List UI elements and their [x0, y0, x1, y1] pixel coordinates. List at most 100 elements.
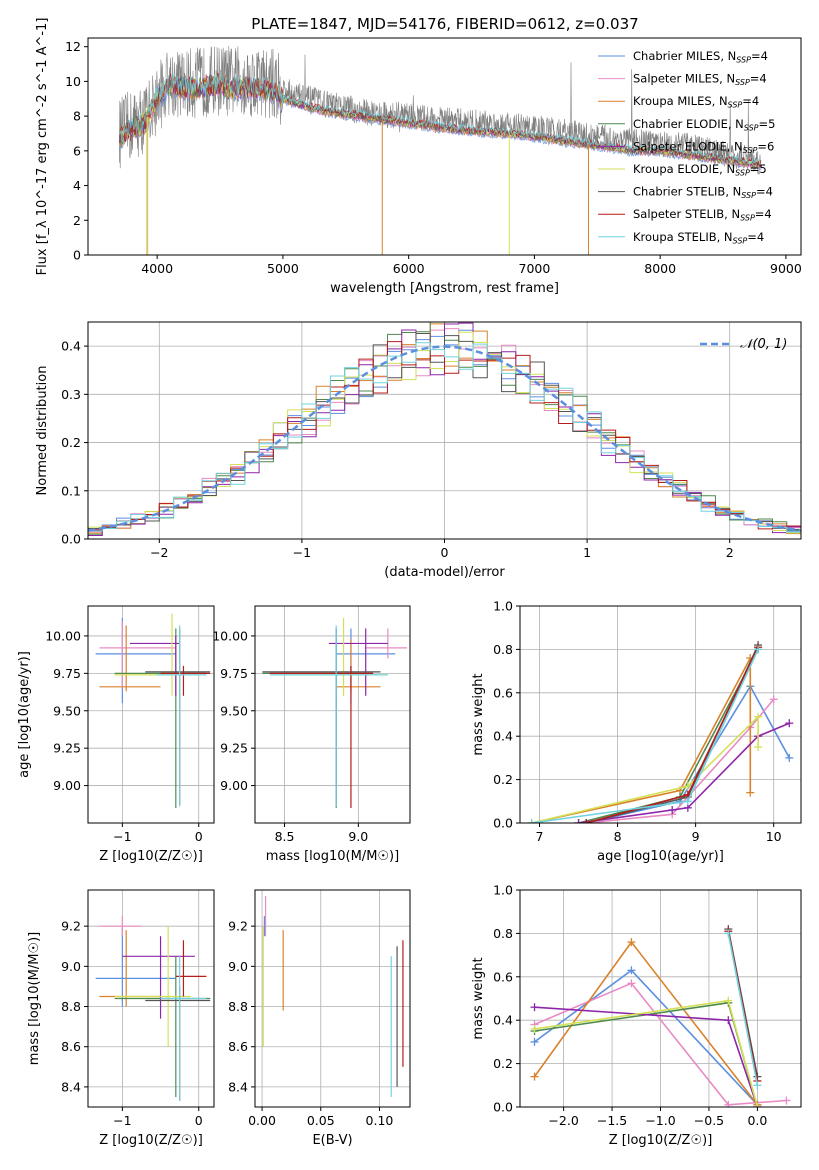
axes-frame: [254, 605, 411, 824]
plot-area: [95, 916, 211, 1101]
mass-weight-marker: [724, 1100, 733, 1107]
x-axis-label: wavelength [Angstrom, rest frame]: [330, 281, 559, 296]
legend-label: Chabrier STELIB, NSSP=4: [633, 185, 773, 201]
x-tick-label: 0: [195, 829, 203, 844]
y-tick-label: 10.00: [45, 628, 81, 643]
x-tick-label: −2.0: [548, 1113, 578, 1128]
x-tick-label: 8000: [644, 261, 676, 276]
y-tick-label: 0.0: [493, 816, 513, 831]
mass-weight-marker: [668, 805, 677, 814]
y-tick-label: 0.2: [493, 772, 513, 787]
mass-weight-marker: [530, 1024, 539, 1033]
x-tick-label: 2: [726, 545, 734, 560]
x-tick-label: 8.5: [275, 829, 295, 844]
y-tick-label: 8: [73, 109, 81, 124]
y-tick-label: 0.3: [61, 387, 81, 402]
x-tick-label: −0.5: [694, 1113, 724, 1128]
grid: [88, 606, 214, 823]
legend-label: Kroupa MILES, NSSP=4: [633, 94, 759, 110]
panel-mass-vs-Z: −1 0 8.4 8.6 8.8 9.0 9.2 Z [log10(Z/Z☉)] mass [l…: [27, 889, 215, 1148]
normal-curve: [88, 345, 801, 532]
axes-frame: [254, 889, 411, 1108]
mass-weight-marker: [627, 979, 636, 988]
x-axis-label: age [log10(age/yr)]: [597, 849, 724, 864]
y-tick-label: 10: [65, 74, 81, 89]
mass-weight-line-7: [586, 646, 759, 823]
y-tick-label: 0: [73, 248, 81, 263]
legend-label: Chabrier ELODIE, NSSP=5: [633, 117, 775, 133]
legend-label: Salpeter MILES, NSSP=4: [633, 72, 767, 88]
plot-area: [530, 925, 791, 1107]
x-axis-label: mass [log10(M/M☉)]: [266, 849, 399, 864]
y-tick-label: 8.8: [228, 999, 248, 1014]
mass-weight-marker: [769, 695, 778, 704]
mass-weight-line-8: [727, 933, 759, 1086]
y-tick-label: 0.2: [493, 1056, 513, 1071]
mass-weight-marker: [754, 645, 763, 654]
plot-area: [527, 641, 794, 823]
mass-weight-marker: [782, 1096, 791, 1105]
mass-weight-marker: [627, 966, 636, 975]
panel-mass-vs-EBV: 0.00 0.05 0.10 8.4 8.6 8.8 9.0 9.2 E(B-V): [228, 889, 411, 1148]
figure-title: PLATE=1847, MJD=54176, FIBERID=0612, z=0…: [251, 15, 638, 33]
mass-weight-marker: [527, 819, 536, 823]
mass-weight-marker: [574, 819, 583, 823]
model-spectrum-8: [119, 73, 762, 166]
x-tick-label: 10: [766, 829, 782, 844]
plot-area: [119, 45, 762, 255]
y-axis-label: age [log10(age/yr)]: [17, 651, 32, 778]
y-tick-label: 0.1: [61, 483, 81, 498]
mass-weight-marker: [724, 996, 733, 1005]
x-tick-label: −1: [113, 829, 131, 844]
plot-area: [262, 896, 404, 1097]
histogram-8: [88, 342, 801, 533]
y-tick-label: 9.75: [220, 666, 248, 681]
y-tick-label: 9.75: [53, 666, 81, 681]
x-tick-label: 6000: [393, 261, 425, 276]
legend-label: Salpeter ELODIE, NSSP=6: [633, 139, 774, 155]
mass-weight-marker: [582, 819, 591, 823]
panel-spectrum: Chabrier MILES, NSSP=4 Salpeter MILES, NS…: [35, 18, 802, 296]
x-tick-label: 8: [614, 829, 622, 844]
x-tick-label: −1: [113, 1113, 131, 1128]
grid: [520, 889, 801, 1108]
y-tick-label: 0.4: [493, 1013, 513, 1028]
mass-weight-marker: [754, 743, 763, 752]
panel-mass-weight-vs-Z: −2.0 −1.5 −1.0 −0.5 0.0 0.0 0.2 0.4 0.6 0.8 1.0 Z […: [471, 883, 802, 1148]
y-tick-label: 8.4: [61, 1079, 81, 1094]
mass-weight-marker: [530, 1003, 539, 1012]
y-tick-label: 8.6: [61, 1039, 81, 1054]
y-tick-label: 9.0: [61, 959, 81, 974]
mass-weight-marker: [746, 788, 755, 797]
y-tick-label: 0.6: [493, 969, 513, 984]
panel-age-vs-mass: 8.5 9.0 9.00 9.25 9.50 9.75 10.00 mass [log10(M…: [212, 605, 411, 864]
legend-label: Kroupa ELODIE, NSSP=5: [633, 162, 767, 178]
x-tick-label: 4000: [141, 261, 173, 276]
plot-area: [95, 613, 211, 809]
x-axis-label: E(B-V): [312, 1133, 352, 1148]
y-tick-label: 9.50: [220, 703, 248, 718]
y-tick-label: 9.2: [61, 919, 81, 934]
x-tick-label: 7000: [519, 261, 551, 276]
y-tick-label: 0.0: [61, 532, 81, 547]
x-tick-label: 9000: [770, 261, 802, 276]
mass-weight-marker: [785, 753, 794, 762]
mass-weight-marker: [753, 1081, 762, 1090]
axes-frame: [87, 37, 802, 256]
y-axis-label: mass weight: [471, 957, 486, 1039]
y-tick-label: 0.2: [61, 435, 81, 450]
y-tick-label: 9.00: [53, 778, 81, 793]
panel-mass-weight-vs-age: 7 8 9 10 0.0 0.2 0.4 0.6 0.8 1.0 age [log10(age/yr…: [471, 599, 802, 864]
mass-weight-marker: [724, 1016, 733, 1025]
y-tick-label: 6: [73, 143, 81, 158]
y-tick-label: 9.00: [220, 778, 248, 793]
y-tick-label: 9.25: [220, 741, 248, 756]
y-tick-label: 8.6: [228, 1039, 248, 1054]
y-tick-label: 9.50: [53, 703, 81, 718]
x-tick-label: 0.05: [307, 1113, 335, 1128]
legend-label: Kroupa STELIB, NSSP=4: [633, 230, 764, 246]
mass-weight-marker: [724, 929, 733, 938]
mass-weight-marker: [683, 797, 692, 806]
x-tick-label: −1.0: [645, 1113, 675, 1128]
x-tick-label: 0: [441, 545, 449, 560]
